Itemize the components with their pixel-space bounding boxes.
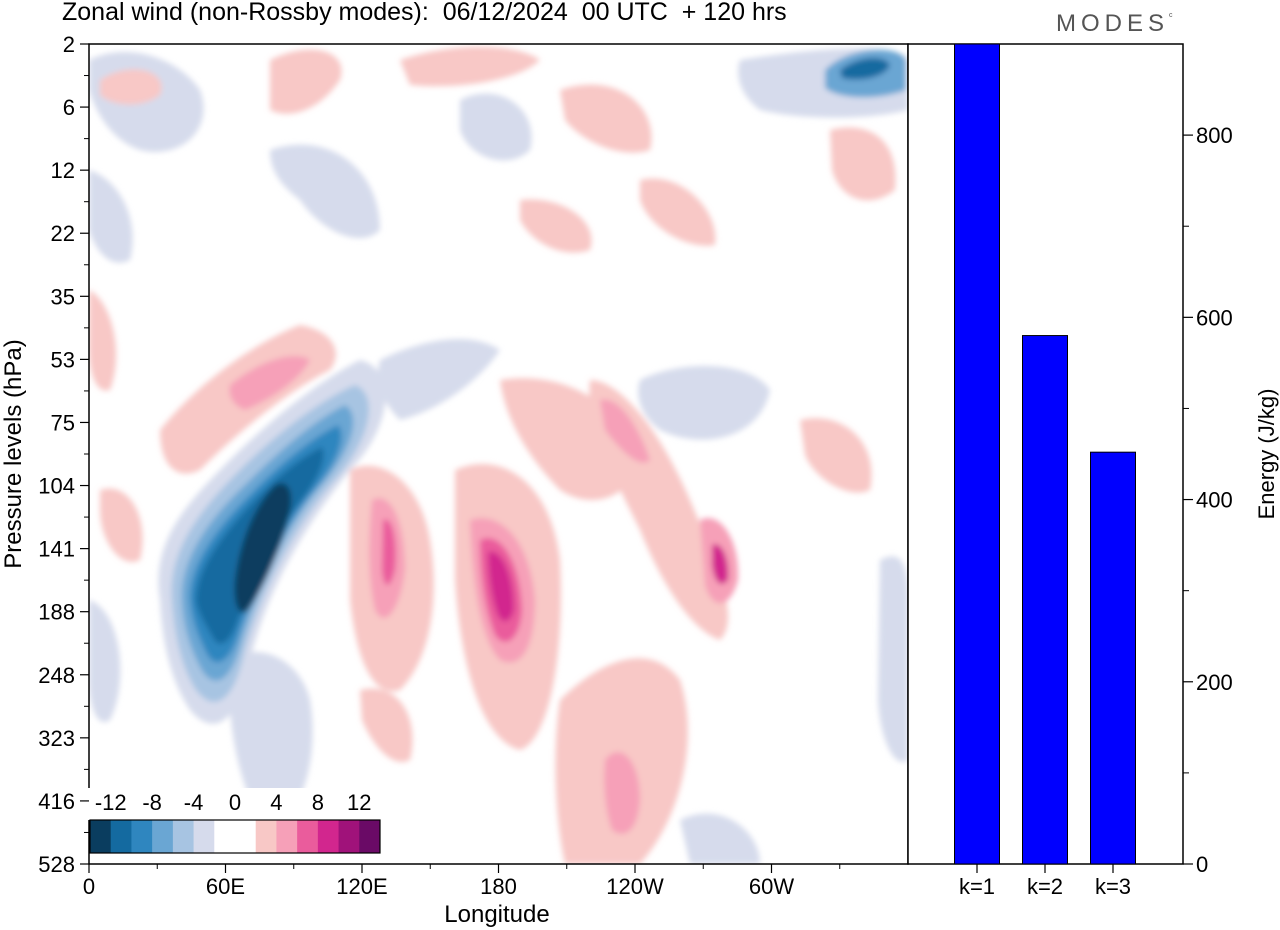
y-tick-label: 53 [51, 347, 75, 372]
pos-region-4 [560, 84, 652, 153]
energy-bar [1090, 451, 1136, 865]
neg-region-6 [638, 366, 770, 440]
heatmap-y-axis: 2 6 12 22 35 53 75 104 141 188 248 323 416 528 [38, 32, 89, 877]
colorbar-swatch [317, 820, 340, 853]
energy-tick-label: 200 [1196, 670, 1233, 695]
neg-region-7 [378, 339, 500, 420]
neg-region-9 [229, 652, 313, 830]
energy-tick-label: 600 [1196, 305, 1233, 330]
pos-region-14 [382, 519, 396, 585]
colorbar-label-bg [88, 788, 382, 820]
y-tick-label: 75 [51, 410, 75, 435]
neg-region-2 [89, 170, 133, 263]
neg-top-right-core [840, 58, 890, 80]
y-tick-label: 12 [51, 158, 75, 183]
energy-bar [954, 43, 1000, 865]
colorbar-swatch [297, 820, 319, 853]
colorbar-label: 8 [312, 790, 324, 815]
y-tick-label: 248 [38, 663, 75, 688]
pos-region-10 [229, 356, 310, 410]
copyright-mark: c [1169, 12, 1173, 19]
x-tick-label: 60E [206, 874, 245, 899]
x-axis-label: Longitude [444, 901, 549, 928]
pos-region-6 [520, 199, 592, 253]
pos-region-5 [830, 127, 896, 201]
pos-region-23 [712, 544, 729, 585]
colorbar-label: 4 [270, 790, 282, 815]
colorbar-label: 12 [347, 790, 371, 815]
colorbar: -12 -8 -4 0 4 8 12 [88, 788, 382, 854]
x-tick-label: 120W [606, 874, 664, 899]
x-tick-label: 180 [480, 874, 517, 899]
energy-bar [1022, 335, 1068, 865]
colorbar-label: 0 [229, 790, 241, 815]
y-tick-label: 528 [38, 852, 75, 877]
y-tick-label: 323 [38, 726, 75, 751]
pos-region-1 [100, 69, 162, 105]
heatmap-field [89, 44, 908, 864]
energy-bars [954, 43, 1136, 865]
colorbar-swatch [110, 820, 132, 853]
colorbar-label: -8 [142, 790, 162, 815]
y-tick-label: 2 [63, 32, 75, 57]
colorbar-label: -4 [184, 790, 204, 815]
bar-y-axis: 0 200 400 600 800 [1183, 123, 1233, 877]
pos-region-2 [270, 49, 342, 114]
colorbar-swatch [255, 820, 277, 853]
pos-region-27 [360, 688, 413, 762]
y-tick-label: 141 [38, 537, 75, 562]
y-tick-label: 35 [51, 284, 75, 309]
neg-region-8 [89, 600, 121, 722]
y-axis-label: Pressure levels (hPa) [0, 339, 27, 568]
pos-region-7 [640, 178, 716, 246]
colorbar-swatch [131, 820, 153, 853]
colorbar-swatch [338, 820, 360, 853]
pos-region-3 [400, 46, 540, 87]
y-tick-label: 6 [63, 95, 75, 120]
bar-category-label: k=2 [1027, 874, 1063, 899]
chart-title: Zonal wind (non-Rossby modes): 06/12/202… [62, 0, 787, 26]
colorbar-swatch [193, 820, 215, 853]
bar-category-label: k=3 [1095, 874, 1131, 899]
y-tick-label: 104 [38, 474, 75, 499]
pos-region-26 [800, 418, 872, 493]
energy-tick-label: 0 [1196, 852, 1208, 877]
bar-x-axis: k=1 k=2 k=3 [959, 864, 1131, 899]
y-tick-label: 416 [38, 789, 75, 814]
brand-logo: MODESc [1056, 10, 1173, 38]
x-tick-label: 120E [336, 874, 387, 899]
bar-category-label: k=1 [959, 874, 995, 899]
colorbar-swatch [214, 820, 236, 853]
energy-axis-label: Energy (J/kg) [1254, 389, 1279, 520]
pos-region-21 [600, 399, 650, 463]
neg-region-11 [680, 813, 760, 864]
x-tick-label: 60W [749, 874, 794, 899]
neg-jet-core [234, 483, 292, 613]
neg-region-10 [878, 556, 908, 762]
brand-name: MODES [1056, 10, 1170, 37]
colorbar-swatch [172, 820, 195, 853]
colorbar-swatch [235, 820, 257, 853]
colorbar-swatch [90, 820, 112, 853]
colorbar-swatch [359, 820, 381, 853]
colorbar-swatch [152, 820, 174, 853]
y-tick-label: 22 [51, 221, 75, 246]
energy-tick-label: 800 [1196, 123, 1233, 148]
energy-tick-label: 400 [1196, 488, 1233, 513]
pos-region-11 [100, 488, 143, 562]
x-tick-label: 0 [83, 874, 95, 899]
pos-region-8 [89, 290, 117, 391]
neg-region-4 [460, 93, 532, 161]
neg-region-3 [270, 144, 380, 239]
heatmap-x-axis: 0 60E 120E 180 120W 60W [83, 864, 841, 899]
colorbar-swatch [276, 820, 298, 853]
pos-region-25 [604, 752, 640, 834]
pos-region-18 [488, 551, 514, 622]
colorbar-label: -12 [95, 790, 127, 815]
y-tick-label: 188 [38, 600, 75, 625]
colorbar-frame [89, 819, 381, 854]
